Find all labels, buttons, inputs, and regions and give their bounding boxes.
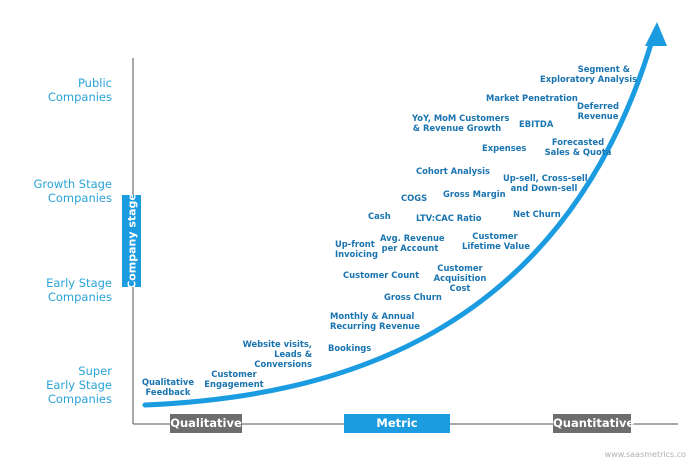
metric-ebitda: EBITDA (519, 119, 553, 129)
stage-public-line2: Companies (47, 90, 112, 104)
metric-line: Expenses (482, 143, 527, 153)
stage-growth-line2: Companies (47, 191, 112, 205)
metric-expenses: Expenses (482, 143, 526, 153)
metric-market-penetration: Market Penetration (486, 93, 578, 103)
metric-cogs: COGS (401, 193, 427, 203)
metric-line: per Account (381, 243, 439, 253)
metric-line: Avg. Revenue (380, 233, 445, 243)
metric-line: LTV:CAC Ratio (416, 213, 482, 223)
stage-super-early: Super Early Stage Companies (20, 364, 112, 406)
metric-gross-churn: Gross Churn (384, 292, 442, 302)
metric-line: Monthly & Annual (330, 311, 415, 321)
metric-cash: Cash (368, 211, 391, 221)
x-axis-complexity-tag: Metric complexity (344, 414, 450, 449)
metric-upsell: Up-sell, Cross-sell and Down-sell (503, 173, 588, 193)
metric-line: Conversions (254, 359, 312, 369)
stage-growth: Growth Stage Companies (20, 177, 112, 205)
metric-net-churn: Net Churn (513, 209, 561, 219)
metric-qualitative-feedback: Qualitative Feedback (140, 377, 196, 397)
metric-line: Lifetime Value (462, 241, 530, 251)
metric-line: Customer (437, 263, 483, 273)
stage-super-early-line2: Early Stage (46, 378, 112, 392)
metric-yoy: YoY, MoM Customers & Revenue Growth (412, 113, 510, 133)
metric-line: Net Churn (513, 209, 561, 219)
metric-line: Engagement (204, 379, 264, 389)
metric-gross-margin: Gross Margin (443, 189, 506, 199)
stage-early-line1: Early Stage (46, 276, 112, 290)
metric-line: Acquisition (433, 273, 487, 283)
metric-avg-revenue: Avg. Revenue per Account (380, 233, 445, 253)
metric-bookings: Bookings (328, 343, 371, 353)
metric-website-visits: Website visits, Leads & Conversions (240, 339, 312, 369)
metric-line: Cohort Analysis (416, 166, 490, 176)
stage-super-early-line3: Companies (47, 392, 112, 406)
metric-forecasted: Forecasted Sales & Quota (540, 137, 616, 157)
metric-line: Forecasted (551, 137, 605, 147)
metric-line: Cash (368, 211, 391, 221)
metric-line: Customer Count (343, 270, 420, 280)
curve-arrowhead (645, 22, 667, 46)
stage-growth-line1: Growth Stage (33, 177, 112, 191)
metric-line: Segment & (577, 64, 630, 74)
stage-early: Early Stage Companies (20, 276, 112, 304)
metric-line: Cost (449, 283, 471, 293)
metric-line: Up-front (335, 239, 375, 249)
metric-line: Gross Churn (384, 292, 442, 302)
footer-url: www.saasmetrics.co (604, 450, 686, 459)
metric-line: Qualitative (141, 377, 195, 387)
metric-line: Customer (211, 369, 257, 379)
y-axis-label-text: Company stage (125, 195, 138, 287)
stage-early-line2: Companies (47, 290, 112, 304)
metric-line: Sales & Quota (544, 147, 612, 157)
metric-customer-engagement: Customer Engagement (202, 369, 266, 389)
stage-public-line1: Public (77, 76, 112, 90)
metric-line: EBITDA (519, 119, 554, 129)
metric-monthly-recurring: Monthly & Annual Recurring Revenue (330, 311, 420, 331)
stage-public: Public Companies (20, 76, 112, 104)
metric-line: Feedback (145, 387, 191, 397)
metric-line: & Revenue Growth (412, 123, 502, 133)
metric-segment: Segment & Exploratory Analysis (540, 64, 638, 84)
y-axis-label: Company stage (122, 195, 141, 287)
metric-deferred: Deferred Revenue (576, 101, 620, 121)
metric-line: Customer (472, 231, 518, 241)
metric-line: Recurring Revenue (330, 321, 420, 331)
metric-customer-acquisition: Customer Acquisition Cost (432, 263, 488, 293)
x-axis-quantitative-tag: Quantitative (553, 414, 634, 433)
metric-line: Gross Margin (443, 189, 506, 199)
metric-line: Bookings (328, 343, 372, 353)
metric-line: Revenue (577, 111, 619, 121)
metric-upfront-invoicing: Up-front Invoicing (335, 239, 378, 259)
x-axis-qualitative-tag: Qualitative (170, 414, 242, 433)
metric-line: Up-sell, Cross-sell (503, 173, 588, 183)
metric-customer-lifetime: Customer Lifetime Value (462, 231, 530, 251)
metric-line: COGS (401, 193, 428, 203)
metric-line: YoY, MoM Customers (412, 113, 510, 123)
metric-cohort: Cohort Analysis (416, 166, 490, 176)
growth-curve (142, 41, 654, 408)
metric-line: Exploratory Analysis (540, 74, 638, 84)
metric-line: and Down-sell (510, 183, 578, 193)
metric-line: Website visits, (242, 339, 312, 349)
metric-customer-count: Customer Count (343, 270, 419, 280)
metric-line: Leads & (274, 349, 312, 359)
metric-line: Invoicing (335, 249, 378, 259)
metric-line: Deferred (577, 101, 619, 111)
metric-ltv-cac: LTV:CAC Ratio (416, 213, 482, 223)
stage-super-early-line1: Super (78, 364, 112, 378)
metric-line: Market Penetration (486, 93, 578, 103)
